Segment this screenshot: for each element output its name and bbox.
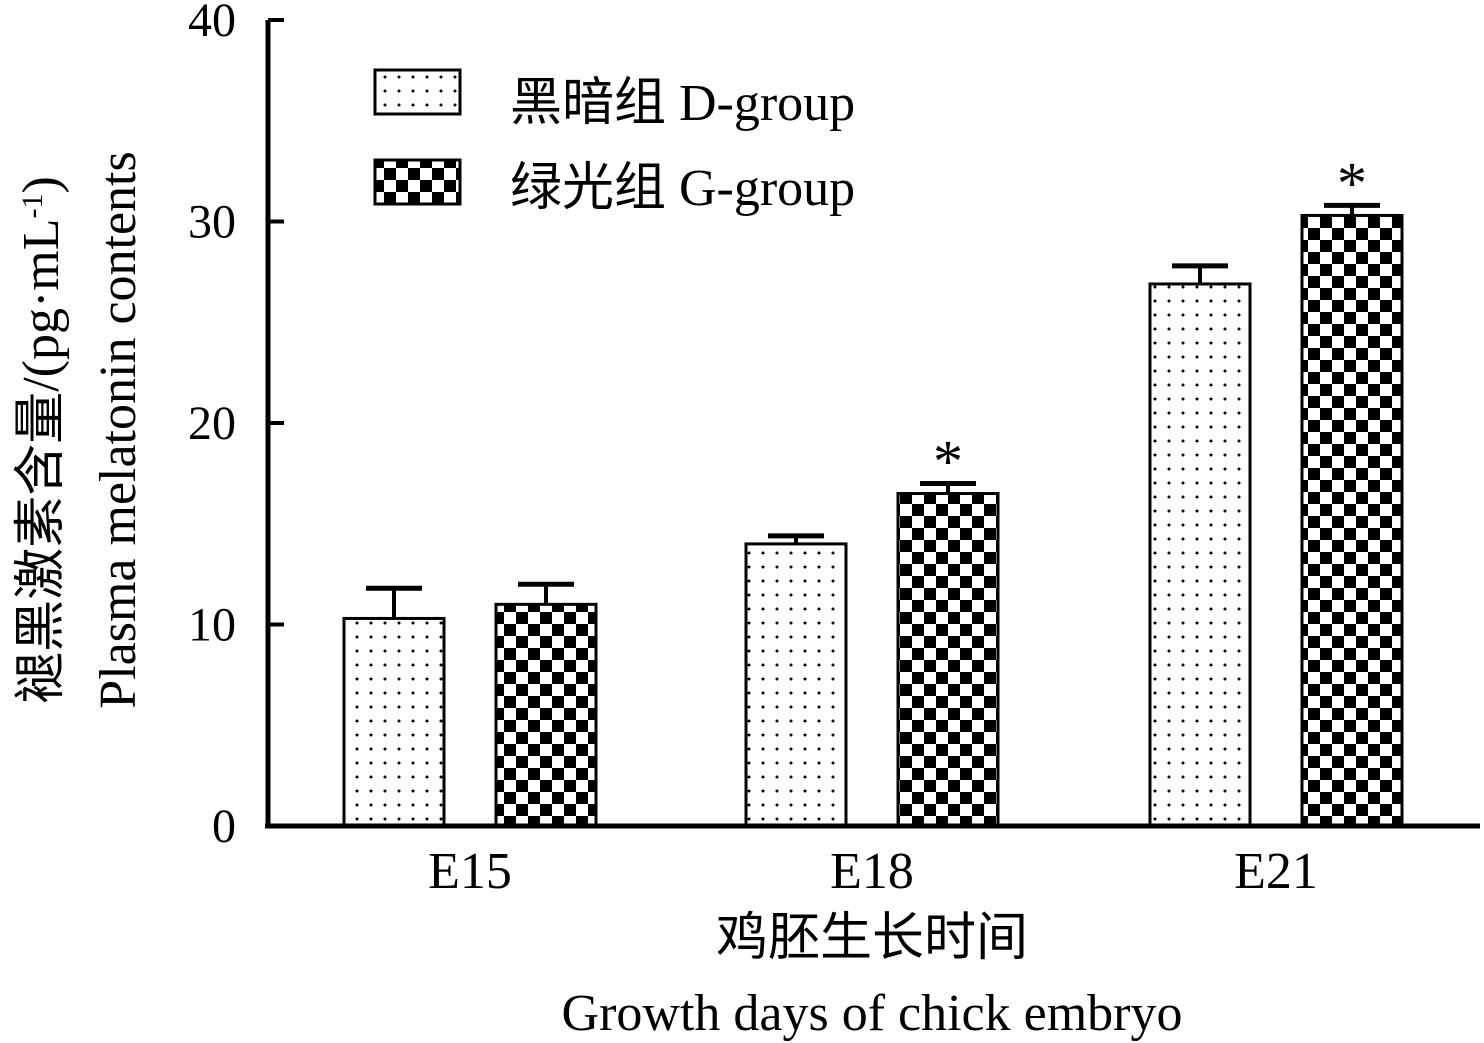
legend-swatch-green-group [373, 158, 462, 206]
y-axis-title-cn-main: 褪黑激素含量/(pg·mL [13, 219, 70, 704]
x-tick-label-e18: E18 [830, 843, 914, 900]
x-axis-title-en: Growth days of chick embryo [562, 985, 1183, 1042]
y-tick-label: 20 [188, 397, 236, 450]
legend-swatch-dark-group [373, 68, 462, 116]
significance-marker: * [1337, 150, 1367, 216]
y-axis-title-en: Plasma melatonin contents [90, 151, 147, 708]
y-axis-title-cn: 褪黑激素含量/(pg·mL-1) [13, 176, 70, 704]
x-ticks: E15 E18 E21 [428, 843, 1318, 900]
bar-d-group-e15 [342, 616, 446, 828]
significance-marker: * [933, 428, 963, 494]
y-ticks: 0 10 20 30 40 [188, 0, 284, 853]
y-tick-label: 30 [188, 196, 236, 249]
y-axis-title-cn-sup: -1 [16, 194, 49, 219]
y-tick-label: 10 [188, 599, 236, 652]
bar-d-group-e21 [1148, 282, 1252, 828]
legend: 黑暗组 D-group 绿光组 G-group [373, 68, 855, 217]
bars-layer: ** [342, 150, 1404, 828]
x-tick-label-e21: E21 [1234, 843, 1318, 900]
y-tick-label: 40 [188, 0, 236, 47]
bar-g-group-e18 [896, 492, 1000, 828]
axes [265, 20, 1480, 829]
legend-label-green-group: 绿光组 G-group [510, 160, 855, 217]
bar-d-group-e18 [744, 542, 848, 828]
bar-g-group-e21 [1300, 213, 1404, 828]
y-axis-title-cn-close: ) [13, 176, 70, 193]
x-tick-label-e15: E15 [428, 843, 512, 900]
legend-label-dark-group: 黑暗组 D-group [510, 75, 855, 132]
x-axis-title-cn: 鸡胚生长时间 [716, 910, 1028, 967]
bar-g-group-e15 [494, 602, 598, 828]
y-tick-label: 0 [212, 800, 236, 853]
